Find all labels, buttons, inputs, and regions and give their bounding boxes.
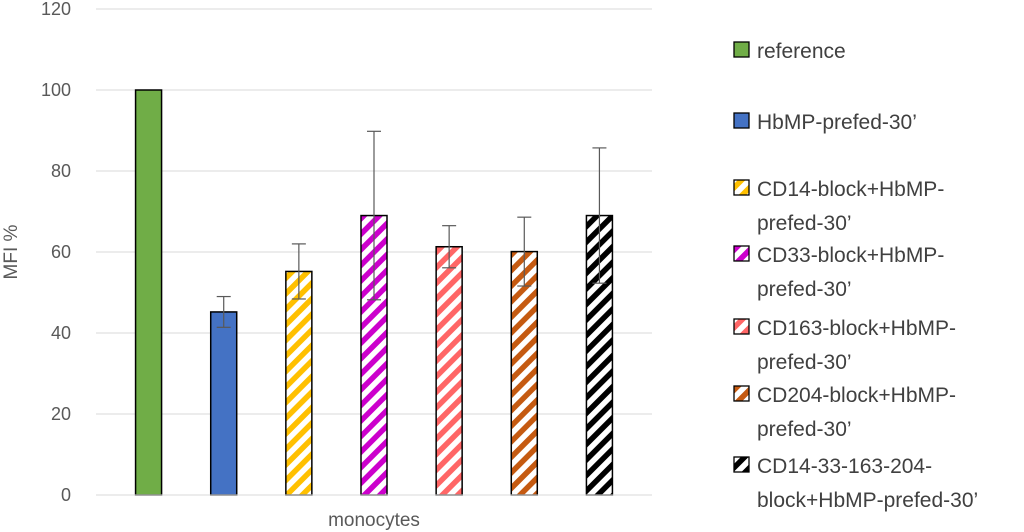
legend-swatch [733, 179, 750, 196]
legend-swatch [733, 112, 750, 129]
x-axis-title: monocytes [328, 510, 420, 531]
error-bars [216, 130, 607, 328]
legend-swatch [733, 245, 750, 262]
y-tick-label: 80 [51, 161, 71, 181]
legend-item: CD204-block+HbMP-prefed-30’ [733, 384, 956, 441]
legend-label: block+HbMP-prefed-30’ [757, 489, 978, 512]
legend-label: CD204-block+HbMP- [757, 384, 956, 407]
y-axis-ticks: 0 20 40 60 80 100 120 [41, 0, 71, 505]
legend-item: CD14-33-163-204- block+HbMP-prefed-30’ [733, 455, 978, 512]
bar [134, 89, 163, 496]
legend-item: CD33-block+HbMP-prefed-30’ [733, 244, 944, 301]
legend-item: reference [733, 40, 846, 63]
legend-swatch [733, 456, 750, 473]
legend-label: CD14-33-163-204- [757, 455, 932, 478]
legend-label: prefed-30’ [757, 278, 852, 301]
legend-swatch [733, 385, 750, 402]
y-tick-label: 20 [51, 404, 71, 424]
legend-swatch [733, 41, 750, 58]
y-tick-label: 100 [41, 80, 71, 100]
legend-label: prefed-30’ [757, 212, 852, 235]
legend-label: reference [757, 40, 846, 63]
legend-label: prefed-30’ [757, 351, 852, 374]
error-bar [291, 243, 306, 300]
error-bar [592, 147, 607, 284]
error-bar [517, 216, 532, 287]
bar [285, 270, 313, 496]
y-tick-label: 40 [51, 323, 71, 343]
y-tick-label: 0 [61, 485, 71, 505]
legend-swatch [733, 318, 750, 335]
y-axis-title: MFI % [1, 224, 22, 279]
error-bar [367, 130, 381, 301]
legend-item: CD163-block+HbMP-prefed-30’ [733, 317, 956, 374]
y-tick-label: 60 [51, 242, 71, 262]
legend-label: prefed-30’ [757, 418, 852, 441]
bar [209, 311, 238, 496]
bar [510, 250, 539, 496]
legend-label: CD33-block+HbMP- [757, 244, 944, 267]
y-tick-label: 120 [41, 0, 71, 19]
legend-item: HbMP-prefed-30’ [733, 111, 917, 134]
legend-item: CD14-block+HbMP-prefed-30’ [733, 178, 944, 235]
error-bar [442, 225, 457, 269]
error-bar [216, 295, 231, 328]
legend-label: CD14-block+HbMP- [757, 178, 944, 201]
legend: reference HbMP-prefed-30’ CD14-block+HbMP-… [733, 40, 978, 512]
legend-label: HbMP-prefed-30’ [757, 111, 917, 134]
legend-label: CD163-block+HbMP- [757, 317, 956, 340]
bar [435, 245, 463, 496]
